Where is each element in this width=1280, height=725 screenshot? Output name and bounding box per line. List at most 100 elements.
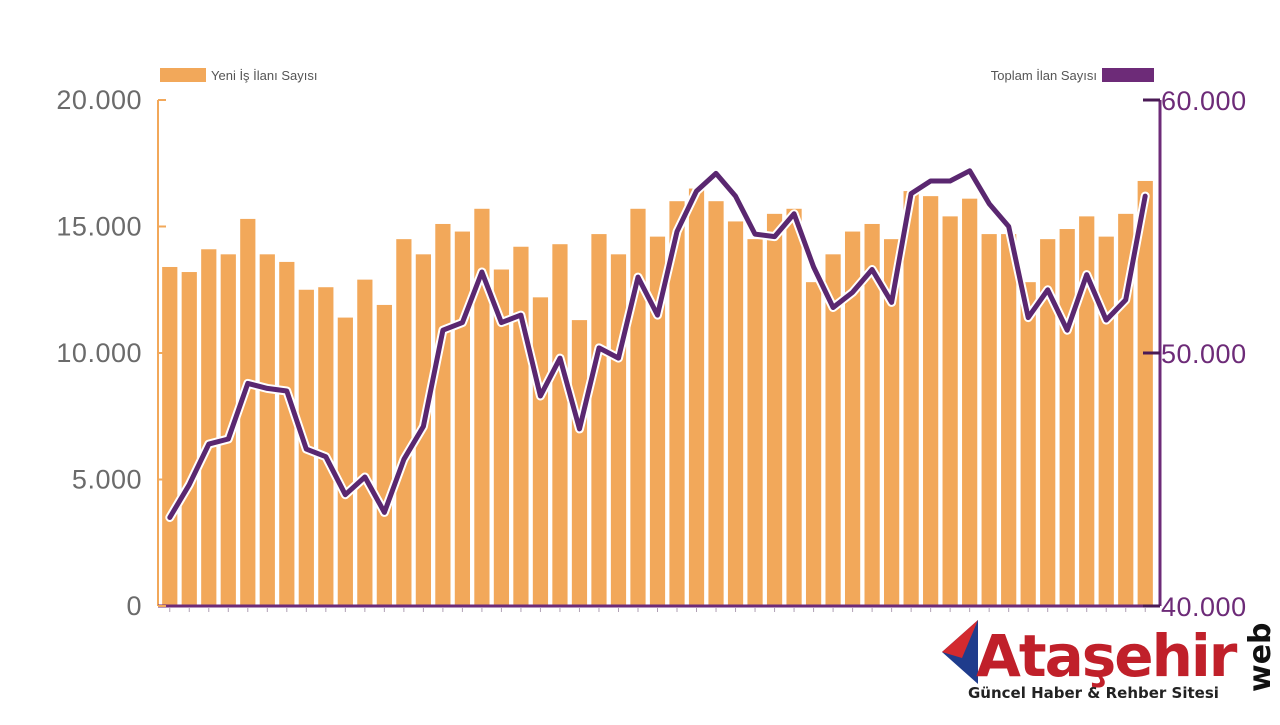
line-point (558, 356, 562, 360)
bar (688, 188, 705, 607)
line-point (1104, 318, 1108, 322)
bar (259, 254, 275, 606)
logo-tagline: Güncel Haber & Rehber Sitesi (968, 684, 1219, 702)
line-point (246, 381, 250, 385)
line-point (772, 235, 777, 239)
bar (923, 196, 939, 606)
bars-layer (162, 180, 1153, 607)
line-point (538, 394, 543, 398)
line-point (421, 424, 425, 428)
line-point (733, 194, 738, 198)
line-point (1124, 298, 1128, 302)
line-point (499, 321, 504, 325)
line-point (168, 515, 172, 520)
line-point (987, 202, 991, 206)
bar (1020, 282, 1036, 606)
line-point (811, 265, 816, 269)
line-point (207, 442, 211, 446)
left-tick-label: 20.000 (56, 85, 142, 115)
line-point (441, 328, 445, 332)
line-point (1046, 288, 1050, 292)
axes-layer: 0 5.000 10.000 15.000 20.000 40.000 50.000 60.0… (56, 85, 1246, 622)
line-point (597, 346, 601, 350)
bar (357, 279, 373, 606)
bar (454, 231, 471, 606)
bar (279, 261, 295, 606)
line-point (616, 356, 621, 360)
bar (318, 287, 334, 606)
line-point (968, 169, 972, 173)
line-point (890, 300, 894, 304)
bar (942, 216, 958, 606)
bar (376, 304, 392, 606)
line-point (850, 290, 855, 294)
bar (493, 269, 510, 606)
site-logo: Ataşehir web Güncel Haber & Rehber Sites… (942, 620, 1278, 702)
bar (903, 191, 919, 606)
bar (396, 239, 412, 606)
line-point (402, 457, 406, 461)
bar (1079, 216, 1095, 606)
bar (786, 208, 802, 607)
line-point (382, 510, 386, 514)
bar (201, 249, 217, 606)
line-point (285, 389, 289, 393)
left-tick-label: 10.000 (56, 338, 142, 368)
left-tick-label: 5.000 (72, 465, 142, 495)
line-point (265, 386, 269, 391)
legend-label-line: Toplam İlan Sayısı (991, 68, 1097, 83)
left-tick-label: 0 (126, 591, 142, 621)
bar (474, 208, 490, 607)
line-point (343, 493, 347, 497)
bar (649, 236, 666, 606)
line-layer (165, 166, 1150, 522)
line-point (909, 192, 913, 196)
bar (864, 223, 880, 606)
legend-label-bars: Yeni İş İlanı Sayısı (211, 68, 317, 83)
legend-swatch-bars (160, 68, 206, 82)
bar (1001, 234, 1017, 606)
bar (962, 198, 978, 607)
line-point (363, 475, 367, 479)
bar (630, 208, 646, 607)
line-point (577, 427, 582, 431)
bar (240, 218, 256, 606)
line-point (694, 189, 699, 193)
bar (591, 234, 607, 606)
line-point (1143, 194, 1147, 198)
line-point (675, 229, 679, 234)
line-point (1065, 328, 1069, 332)
line-point (714, 171, 718, 175)
right-tick-label: 60.000 (1161, 86, 1247, 116)
line-point (831, 305, 835, 310)
bar (825, 254, 841, 606)
bar (708, 201, 724, 606)
logo-text: Ataşehir (976, 622, 1238, 690)
bar (1137, 180, 1153, 606)
line-point (324, 455, 328, 459)
bar (162, 266, 178, 606)
bar (1059, 229, 1075, 606)
line-point (1085, 272, 1089, 277)
line-point (519, 313, 523, 317)
line-point (948, 179, 952, 183)
line-point (304, 447, 308, 451)
line-point (753, 232, 757, 236)
line-point (187, 482, 191, 487)
bar (727, 221, 744, 606)
bar (1118, 213, 1134, 606)
legend-swatch-line (1102, 68, 1154, 82)
line-point (480, 270, 484, 274)
bar (571, 320, 588, 606)
line-point (870, 267, 874, 272)
right-tick-label: 40.000 (1161, 592, 1247, 622)
bar (552, 244, 568, 606)
line-point (636, 275, 640, 279)
bar (532, 297, 549, 606)
line-point (1026, 315, 1030, 320)
bar (669, 201, 685, 606)
bar (981, 234, 997, 606)
bar (1040, 239, 1056, 606)
